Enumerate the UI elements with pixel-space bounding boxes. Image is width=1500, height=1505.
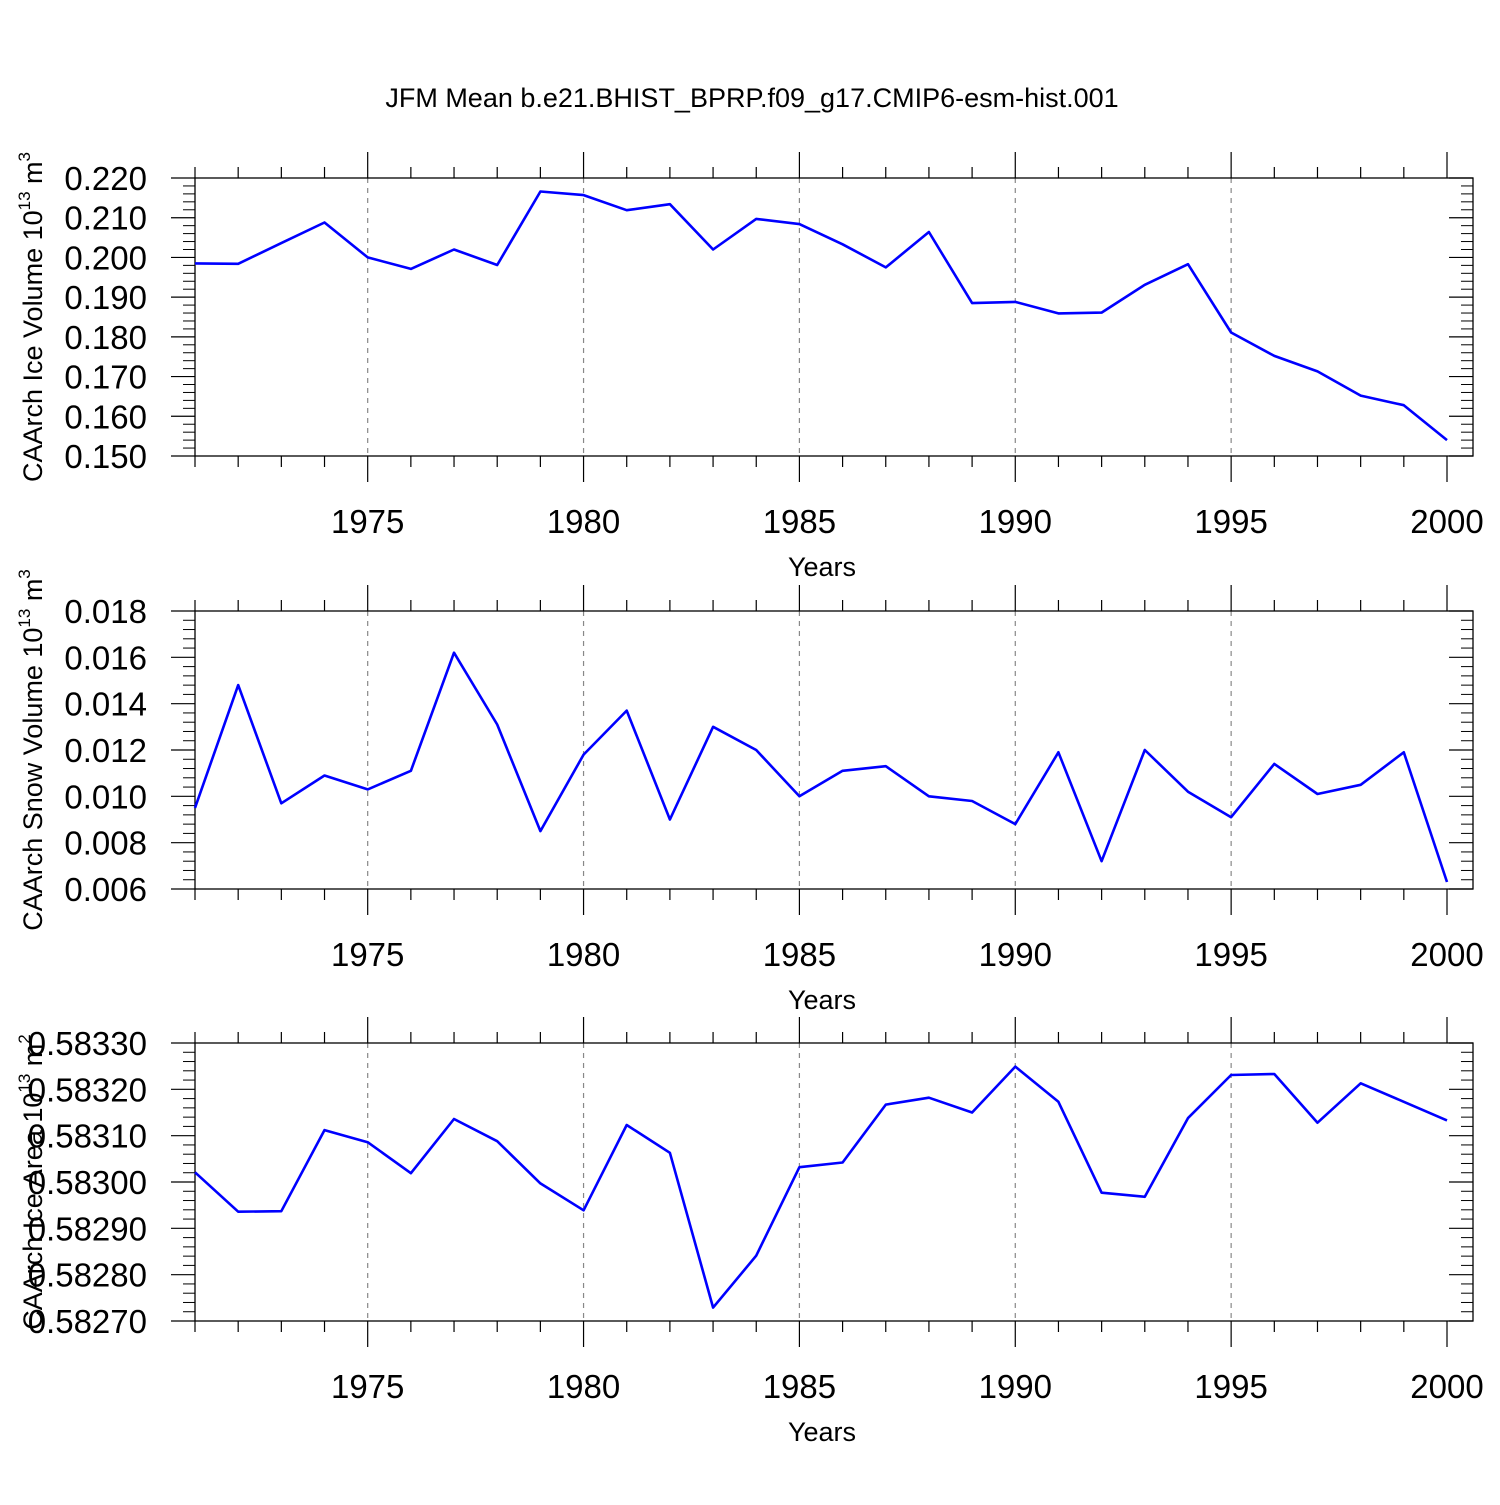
- y-tick-label: 0.58300: [28, 1164, 147, 1201]
- x-tick-label: 1990: [979, 503, 1052, 540]
- y-tick-label: 0.180: [64, 319, 147, 356]
- plot-frame: [194, 177, 1474, 457]
- y-tick-label: 0.014: [64, 686, 147, 723]
- plot-frame: [194, 1042, 1474, 1322]
- series-line: [193, 651, 1449, 883]
- x-tick-label: 1975: [331, 1368, 404, 1405]
- chart-title: JFM Mean b.e21.BHIST_BPRP.f09_g17.CMIP6-…: [385, 83, 1118, 113]
- y-axis-label: CAArch Ice Volume 1013 m3: [15, 152, 48, 482]
- y-tick-label: 0.58290: [28, 1210, 147, 1247]
- x-axis-label: Years: [788, 985, 856, 1015]
- y-tick-label: 0.150: [64, 438, 147, 475]
- x-tick-label: 1985: [763, 936, 836, 973]
- y-tick-label: 0.58320: [28, 1071, 147, 1108]
- x-tick-label: 1985: [763, 1368, 836, 1405]
- x-tick-label: 1975: [331, 936, 404, 973]
- y-tick-label: 0.58280: [28, 1257, 147, 1294]
- y-tick-label: 0.58310: [28, 1118, 147, 1155]
- y-axis-label: CAArch Snow Volume 1013 m3: [15, 569, 48, 931]
- y-axis-label: CAArch Ice Area 1013 m2: [15, 1034, 48, 1330]
- x-tick-label: 2000: [1410, 503, 1483, 540]
- x-axis-label: Years: [788, 552, 856, 582]
- x-tick-label: 1975: [331, 503, 404, 540]
- y-tick-label: 0.58330: [28, 1025, 147, 1062]
- y-tick-label: 0.58270: [28, 1303, 147, 1340]
- x-axis-label: Years: [788, 1417, 856, 1447]
- x-tick-label: 2000: [1410, 936, 1483, 973]
- panel-2: 0.006 0.008 0.010 0.012 0.014 0.016 0.018 1975 1…: [15, 569, 1484, 1015]
- x-tick-label: 1995: [1194, 503, 1267, 540]
- x-tick-label: 1980: [547, 1368, 620, 1405]
- x-tick-label: 1990: [979, 1368, 1052, 1405]
- x-tick-label: 1980: [547, 503, 620, 540]
- y-tick-label: 0.010: [64, 778, 147, 815]
- y-tick-label: 0.006: [64, 871, 147, 908]
- x-tick-label: 1985: [763, 503, 836, 540]
- y-tick-label: 0.190: [64, 279, 147, 316]
- y-tick-label: 0.160: [64, 398, 147, 435]
- y-tick-label: 0.200: [64, 239, 147, 276]
- x-tick-label: 1995: [1194, 936, 1267, 973]
- y-tick-label: 0.008: [64, 825, 147, 862]
- y-tick-label: 0.016: [64, 639, 147, 676]
- panel-3: 0.58270 0.58280 0.58290 0.58300 0.58310 0.583…: [15, 1017, 1484, 1447]
- y-tick-label: 0.018: [64, 593, 147, 630]
- x-tick-label: 1990: [979, 936, 1052, 973]
- y-tick-label: 0.012: [64, 732, 147, 769]
- x-tick-label: 2000: [1410, 1368, 1483, 1405]
- series-line: [194, 1065, 1448, 1309]
- plot-frame: [194, 610, 1474, 890]
- x-tick-label: 1995: [1194, 1368, 1267, 1405]
- x-tick-label: 1980: [547, 936, 620, 973]
- y-tick-label: 0.220: [64, 160, 147, 197]
- y-tick-label: 0.170: [64, 359, 147, 396]
- panel-1: 0.1500.1600.1700.1800.1900.2000.2100.220…: [15, 152, 1484, 582]
- y-tick-label: 0.210: [64, 200, 147, 237]
- series-line: [194, 190, 1448, 442]
